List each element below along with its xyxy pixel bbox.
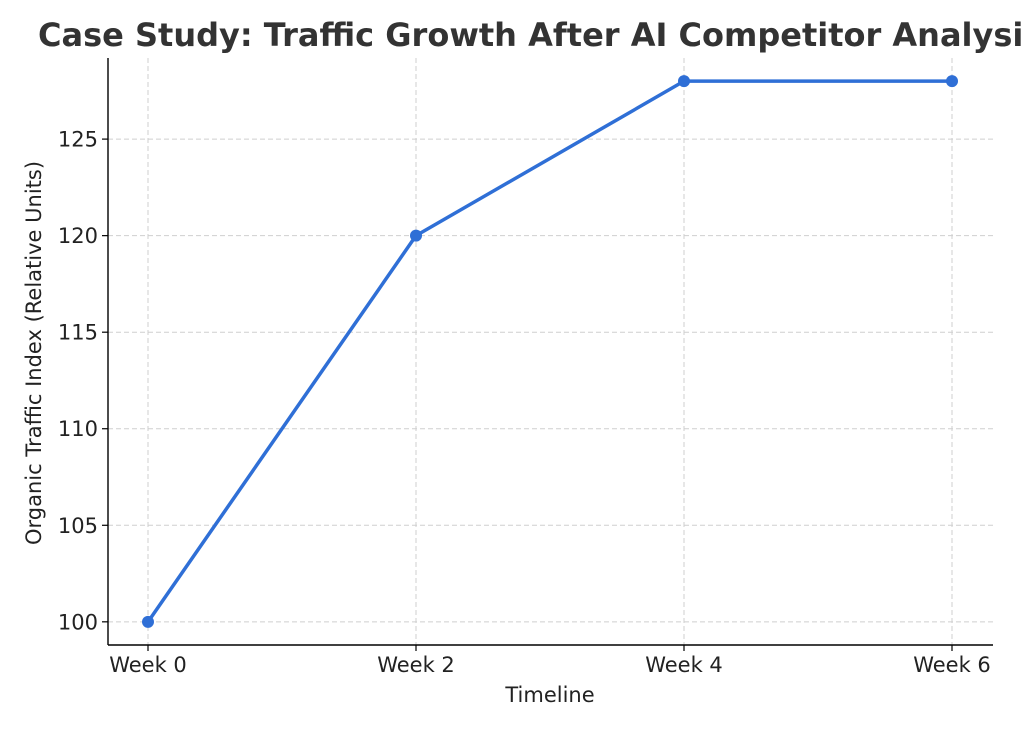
data-point <box>678 75 690 88</box>
series-layer <box>142 75 958 628</box>
y-tick-label: 120 <box>58 224 98 248</box>
x-tick-label: Week 6 <box>913 653 991 677</box>
x-tick-label: Week 0 <box>109 653 187 677</box>
axes <box>107 58 993 646</box>
tick-labels: Week 0 Week 2 Week 4 Week 6 100 105 110 115 120 1… <box>58 128 991 677</box>
x-tick-label: Week 4 <box>645 653 723 677</box>
data-point <box>142 615 154 628</box>
y-axis-label: Organic Traffic Index (Relative Units) <box>22 161 46 545</box>
data-point <box>410 229 422 242</box>
y-tick-label: 110 <box>58 417 98 441</box>
grid-lines <box>108 58 993 645</box>
y-tick-label: 125 <box>58 128 98 152</box>
series-line <box>146 79 954 624</box>
y-tick-label: 100 <box>58 610 98 634</box>
x-tick-label: Week 2 <box>377 653 455 677</box>
y-tick-label: 115 <box>58 321 98 345</box>
x-axis-label: Timeline <box>504 683 594 707</box>
y-tick-label: 105 <box>58 514 98 538</box>
data-point <box>946 75 958 88</box>
chart-title: Case Study: Traffic Growth After AI Comp… <box>38 16 1024 54</box>
